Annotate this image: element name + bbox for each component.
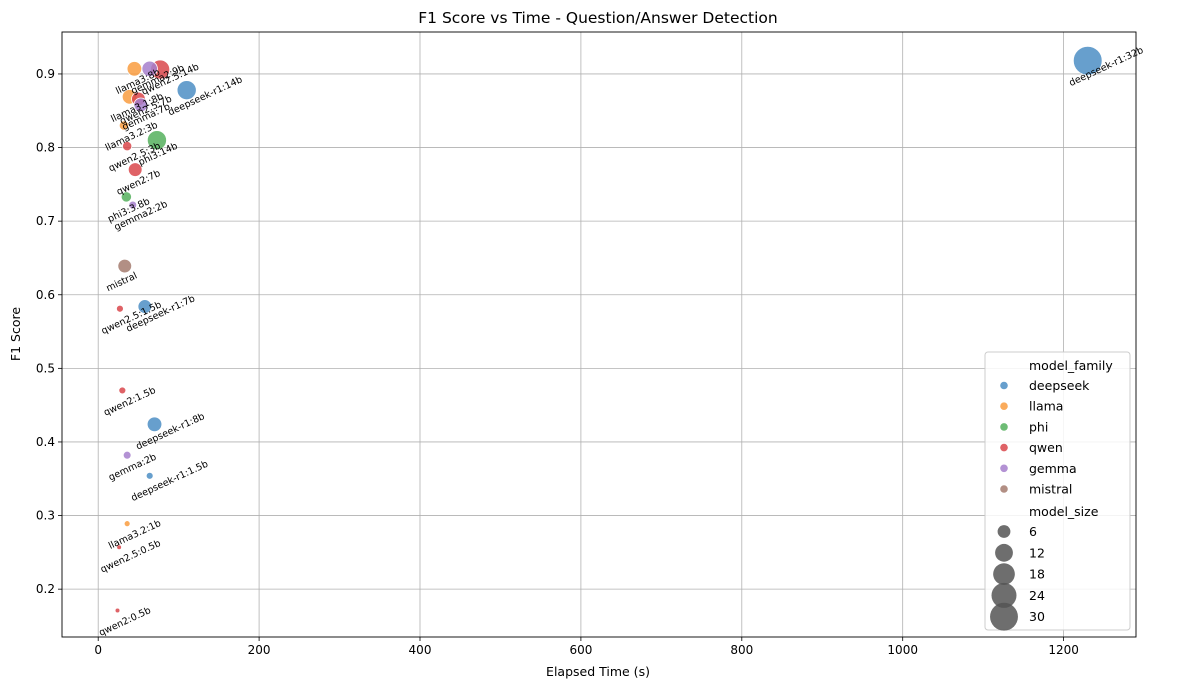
data-point xyxy=(141,60,158,77)
data-point xyxy=(126,61,143,77)
data-point xyxy=(118,120,130,131)
x-tick-label: 0 xyxy=(94,643,102,657)
data-point xyxy=(117,258,133,274)
legend-marker-gemma xyxy=(1000,464,1008,473)
y-tick-label: 0.5 xyxy=(36,361,55,375)
legend: model_family deepseek llama phi qwen gemma mi… xyxy=(984,351,1131,631)
data-point xyxy=(116,304,124,313)
y-tick-label: 0.2 xyxy=(36,582,55,596)
legend-size-label: 30 xyxy=(1029,609,1045,624)
data-point xyxy=(122,141,133,152)
legend-marker-deepseek xyxy=(1000,381,1008,390)
x-tick-label: 800 xyxy=(730,643,753,657)
chart-title: F1 Score vs Time - Question/Answer Detec… xyxy=(418,9,777,27)
legend-size-marker xyxy=(997,525,1011,538)
legend-label-qwen: qwen xyxy=(1029,440,1063,455)
legend-hue-title: model_family xyxy=(1029,358,1113,373)
legend-marker-qwen xyxy=(1000,443,1008,452)
legend-label-llama: llama xyxy=(1029,399,1063,414)
legend-marker-llama xyxy=(1000,402,1008,411)
data-point xyxy=(146,416,163,433)
data-point xyxy=(128,200,138,210)
grid-lines xyxy=(62,32,1136,637)
y-tick-label: 0.9 xyxy=(36,67,55,81)
y-axis-label: F1 Score xyxy=(8,307,23,361)
legend-label-gemma: gemma xyxy=(1029,461,1077,476)
x-axis-label: Elapsed Time (s) xyxy=(546,664,650,679)
x-tick-label: 1000 xyxy=(887,643,918,657)
legend-size-marker xyxy=(991,582,1017,608)
y-tick-label: 0.4 xyxy=(36,435,55,449)
data-point xyxy=(120,191,132,203)
x-tick-label: 1200 xyxy=(1048,643,1079,657)
x-axis-ticks: 0 200 400 600 800 1000 1200 xyxy=(94,637,1079,657)
data-point xyxy=(116,544,122,551)
data-point xyxy=(133,97,149,113)
data-points xyxy=(114,45,1103,614)
legend-size-label: 18 xyxy=(1029,567,1045,582)
point-label: qwen2:0.5b xyxy=(97,605,152,639)
data-point xyxy=(122,450,132,460)
legend-size-label: 6 xyxy=(1029,524,1037,539)
y-tick-label: 0.3 xyxy=(36,509,55,523)
point-label: deepseek-r1:8b xyxy=(134,411,206,452)
legend-size-marker xyxy=(990,602,1018,631)
data-point xyxy=(1072,45,1103,76)
y-tick-label: 0.8 xyxy=(36,141,55,155)
data-point xyxy=(137,299,153,314)
legend-label-phi: phi xyxy=(1029,419,1048,434)
y-tick-label: 0.6 xyxy=(36,288,55,302)
legend-size-marker xyxy=(993,563,1015,585)
data-point xyxy=(145,471,154,480)
data-point xyxy=(123,520,131,528)
point-label: qwen2:1.5b xyxy=(102,385,157,419)
legend-size-label: 12 xyxy=(1029,545,1045,560)
point-label: mistral xyxy=(105,270,140,294)
x-tick-label: 600 xyxy=(569,643,592,657)
data-point xyxy=(176,80,197,101)
data-point xyxy=(146,130,167,151)
x-tick-label: 400 xyxy=(409,643,432,657)
y-axis-ticks: 0.2 0.3 0.4 0.5 0.6 0.7 0.8 0.9 xyxy=(36,67,62,596)
legend-label-mistral: mistral xyxy=(1029,482,1072,497)
data-point xyxy=(118,386,127,395)
legend-marker-phi xyxy=(1000,423,1008,431)
legend-marker-mistral xyxy=(1000,485,1008,493)
plot-frame xyxy=(61,31,1137,638)
legend-label-deepseek: deepseek xyxy=(1029,378,1090,393)
legend-size-title: model_size xyxy=(1029,504,1099,519)
x-tick-label: 200 xyxy=(248,643,271,657)
legend-frame xyxy=(984,351,1131,631)
data-point xyxy=(127,162,143,177)
legend-size-label: 24 xyxy=(1029,588,1045,603)
data-point xyxy=(114,607,121,614)
legend-size-marker xyxy=(995,543,1013,562)
y-tick-label: 0.7 xyxy=(36,214,55,228)
